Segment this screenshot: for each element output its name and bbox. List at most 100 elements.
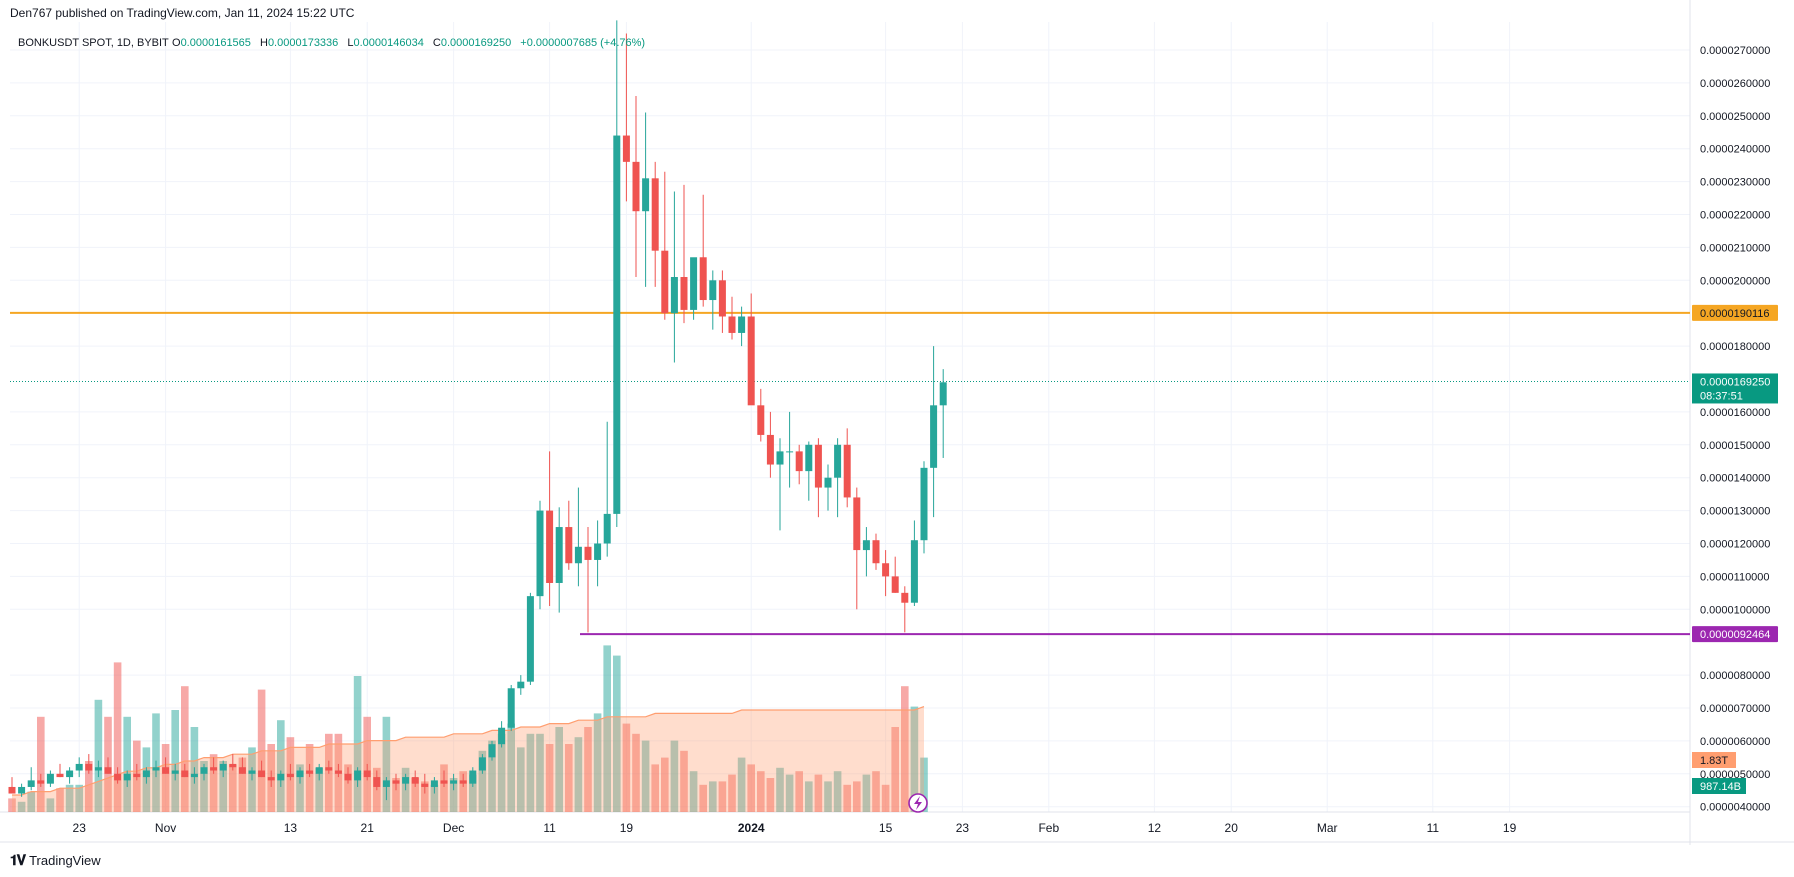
- volume-bar: [574, 737, 583, 812]
- candle-body: [680, 277, 688, 310]
- close-prefix: C: [433, 37, 441, 49]
- candle-body: [258, 770, 266, 778]
- volume-bar: [219, 761, 227, 812]
- volume-current-tag-bg: [1692, 778, 1746, 794]
- volume-bar: [305, 744, 314, 812]
- volume-bar: [75, 784, 83, 812]
- candle-body: [622, 135, 630, 162]
- volume-bar: [65, 784, 74, 812]
- candle-body: [843, 444, 851, 498]
- volume-bar: [737, 757, 746, 812]
- candle-body: [709, 280, 717, 301]
- y-tick-label: 0.0000240000: [1700, 144, 1770, 156]
- volume-bar: [689, 771, 698, 812]
- candle: [757, 388, 765, 442]
- low-prefix: L: [347, 37, 353, 49]
- candle: [277, 770, 285, 787]
- x-tick-label: 15: [879, 821, 893, 835]
- volume-current-tag: 987.14B: [1692, 778, 1746, 794]
- candle-body: [114, 773, 122, 781]
- candle: [565, 500, 573, 570]
- candles[interactable]: [8, 20, 947, 801]
- candle: [18, 783, 26, 797]
- volume-bar: [315, 767, 323, 812]
- candle: [37, 773, 45, 787]
- candle-body: [200, 767, 208, 774]
- x-tick-label: 20: [1225, 821, 1239, 835]
- y-tick-label: 0.0000200000: [1700, 275, 1770, 287]
- volume-bar: [757, 771, 765, 812]
- last-price-tag-bg: [1692, 373, 1778, 404]
- candle: [709, 270, 717, 330]
- support-tag-bg: [1692, 626, 1778, 643]
- x-tick-label: 19: [620, 821, 634, 835]
- volume-bar: [17, 801, 26, 812]
- volume-bar: [843, 784, 851, 812]
- candle: [248, 767, 256, 781]
- x-tick-label: 13: [284, 821, 298, 835]
- candle: [920, 461, 928, 554]
- candle: [603, 421, 611, 557]
- candle-body: [718, 280, 726, 317]
- candle-body: [536, 510, 544, 597]
- volume-bar: [430, 784, 439, 812]
- volume-bar: [8, 798, 16, 812]
- volume-bar: [670, 740, 679, 812]
- candle-body: [344, 773, 352, 781]
- candle-body: [642, 178, 650, 212]
- candle-body: [27, 780, 35, 787]
- candle-body: [814, 444, 822, 488]
- candle: [66, 767, 74, 784]
- candle-body: [862, 540, 870, 551]
- candle: [651, 161, 659, 287]
- candle-body: [613, 135, 621, 514]
- footer-brand: TradingView: [29, 853, 101, 868]
- candle-body: [315, 767, 323, 774]
- candle: [738, 306, 746, 347]
- x-tick-label: Feb: [1038, 821, 1059, 835]
- candle: [478, 754, 486, 774]
- volume-bar: [229, 764, 237, 812]
- candle: [670, 191, 678, 363]
- candle: [843, 428, 851, 508]
- candle: [690, 257, 698, 320]
- candle-body: [757, 405, 765, 435]
- candle: [267, 770, 275, 787]
- volume-bar: [881, 784, 890, 812]
- candle-body: [430, 780, 438, 787]
- y-tick-label: 0.0000070000: [1700, 703, 1770, 715]
- candle: [459, 773, 467, 787]
- candle: [152, 760, 160, 778]
- candle-body: [872, 540, 880, 564]
- candle-body: [296, 770, 304, 778]
- candle: [85, 754, 93, 774]
- candle: [200, 763, 208, 781]
- x-tick-label: 11: [1427, 821, 1440, 835]
- candle-body: [8, 786, 16, 794]
- volume-bar: [795, 771, 803, 812]
- x-tick-label: 12: [1148, 821, 1162, 835]
- volume-bar: [824, 781, 832, 812]
- flash-icon[interactable]: [908, 793, 928, 813]
- candle-body: [162, 767, 170, 774]
- volume-bar: [459, 771, 467, 812]
- candle-body: [699, 257, 707, 301]
- volume-bar: [593, 713, 602, 812]
- candle-body: [469, 770, 477, 784]
- candle: [747, 293, 755, 406]
- candle-body: [824, 477, 832, 488]
- candle: [296, 767, 304, 784]
- support-tag-text: 0.0000092464: [1700, 629, 1770, 641]
- candle-body: [565, 527, 573, 564]
- tradingview-logo-icon: 𝟏𝐕: [10, 852, 26, 868]
- candle: [872, 533, 880, 570]
- volume-bar: [238, 757, 247, 812]
- candle: [594, 520, 602, 587]
- candle: [171, 763, 179, 781]
- candle: [661, 171, 669, 320]
- candle-body: [728, 316, 736, 333]
- candle-body: [75, 763, 83, 771]
- candle-body: [670, 277, 678, 314]
- y-tick-label: 0.0000180000: [1700, 341, 1770, 353]
